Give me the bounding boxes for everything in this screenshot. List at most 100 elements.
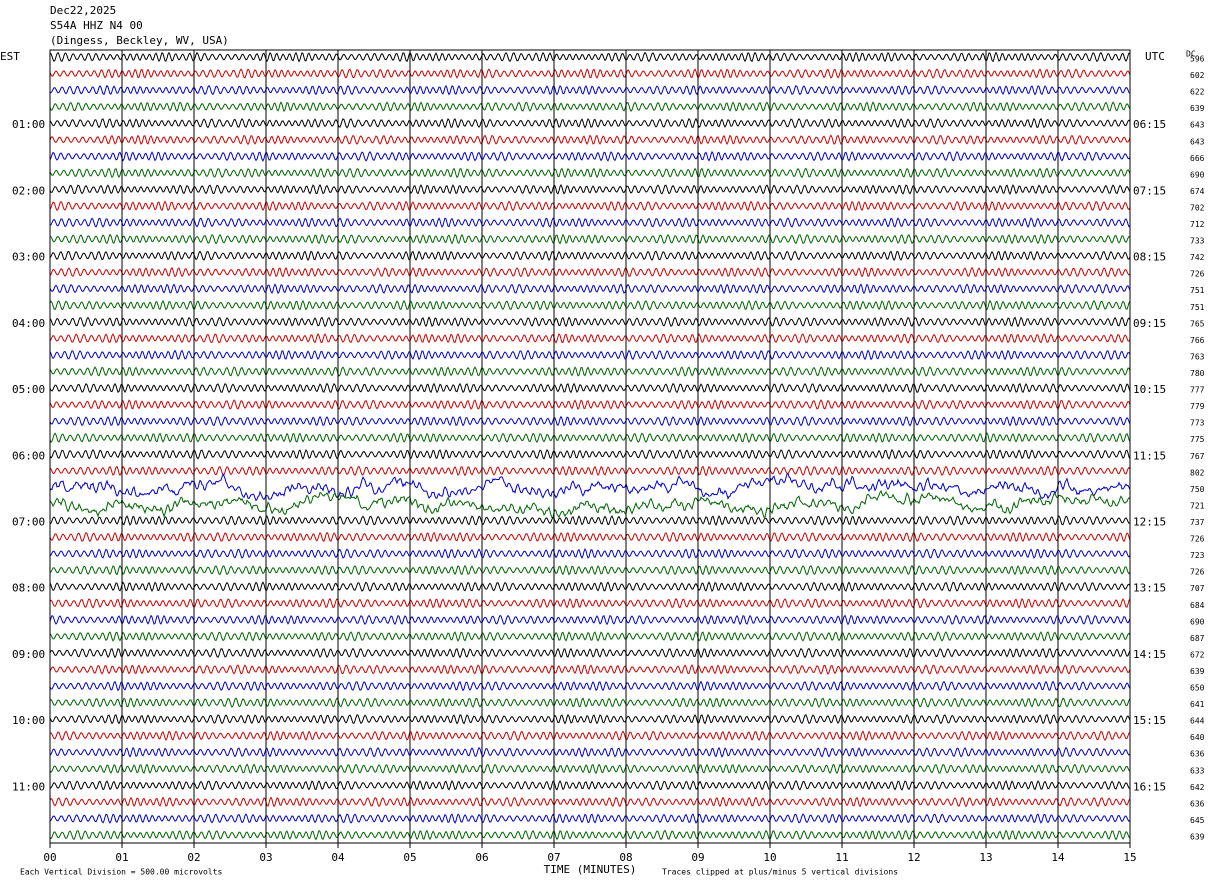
- dc-value: 751: [1190, 286, 1205, 295]
- dc-value: 687: [1190, 634, 1205, 643]
- trace: [49, 515, 1131, 527]
- dc-value: 636: [1190, 799, 1205, 808]
- dc-value: 742: [1190, 253, 1205, 262]
- dc-value: 779: [1190, 402, 1205, 411]
- trace: [49, 647, 1131, 659]
- dc-value: 773: [1190, 419, 1205, 428]
- x-tick-label: 14: [1051, 851, 1065, 864]
- utc-label: 14:15: [1133, 648, 1166, 661]
- trace: [49, 84, 1131, 96]
- est-label: 06:00: [12, 449, 45, 462]
- trace: [49, 150, 1131, 162]
- trace: [49, 829, 1131, 841]
- dc-value: 751: [1190, 303, 1205, 312]
- dc-value: 622: [1190, 88, 1205, 97]
- utc-label: 15:15: [1133, 714, 1166, 727]
- trace: [49, 68, 1131, 79]
- dc-value: 684: [1190, 601, 1205, 610]
- dc-value: 602: [1190, 71, 1205, 80]
- x-tick-label: 03: [259, 851, 272, 864]
- x-tick-label: 08: [619, 851, 632, 864]
- trace: [49, 299, 1131, 311]
- scale-note: Each Vertical Division = 500.00 microvol…: [20, 868, 222, 877]
- trace: [49, 548, 1131, 559]
- dc-value: 780: [1190, 369, 1205, 378]
- x-tick-label: 06: [475, 851, 488, 864]
- dc-value: 767: [1190, 452, 1205, 461]
- dc-value: 712: [1190, 220, 1205, 229]
- utc-label: 08:15: [1133, 251, 1166, 264]
- dc-value: 726: [1190, 270, 1205, 279]
- dc-value: 690: [1190, 617, 1205, 626]
- trace: [49, 631, 1131, 642]
- station: S54A HHZ N4 00: [50, 19, 143, 32]
- trace: [49, 746, 1131, 758]
- trace: [49, 697, 1131, 708]
- est-label: 08:00: [12, 582, 45, 595]
- dc-value: 639: [1190, 833, 1205, 842]
- trace: [49, 432, 1131, 444]
- est-label: 05:00: [12, 383, 45, 396]
- x-tick-label: 15: [1123, 851, 1136, 864]
- dc-value: 702: [1190, 203, 1205, 212]
- utc-label: 10:15: [1133, 383, 1166, 396]
- trace: [49, 713, 1131, 725]
- dc-value: 596: [1190, 55, 1205, 64]
- dc-value: 726: [1190, 535, 1205, 544]
- trace: [49, 489, 1131, 519]
- dc-value: 672: [1190, 650, 1205, 659]
- dc-value: 726: [1190, 568, 1205, 577]
- clip-note: Traces clipped at plus/minus 5 vertical …: [662, 868, 898, 877]
- dc-value: 737: [1190, 518, 1205, 527]
- dc-value: 721: [1190, 501, 1205, 510]
- x-tick-label: 13: [979, 851, 992, 864]
- est-label: 01:00: [12, 118, 45, 131]
- x-axis-title: TIME (MINUTES): [544, 863, 637, 876]
- dc-value: 674: [1190, 187, 1205, 196]
- trace: [49, 448, 1131, 460]
- trace: [49, 167, 1131, 179]
- utc-label: 11:15: [1133, 449, 1166, 462]
- trace: [49, 564, 1131, 576]
- x-tick-label: 04: [331, 851, 345, 864]
- x-tick-label: 02: [187, 851, 200, 864]
- x-tick-label: 05: [403, 851, 416, 864]
- dc-value: 766: [1190, 336, 1205, 345]
- trace: [49, 183, 1131, 196]
- dc-value: 723: [1190, 551, 1205, 560]
- trace: [49, 415, 1131, 427]
- dc-value: 650: [1190, 684, 1205, 693]
- trace: [49, 813, 1131, 824]
- trace: [49, 266, 1131, 278]
- trace: [49, 531, 1131, 543]
- trace: [49, 134, 1131, 146]
- dc-value: 642: [1190, 783, 1205, 792]
- trace: [49, 763, 1131, 775]
- trace: [49, 117, 1131, 129]
- est-label: 02:00: [12, 184, 45, 197]
- location: (Dingess, Beckley, WV, USA): [50, 34, 229, 47]
- date: Dec22,2025: [50, 4, 116, 17]
- x-tick-label: 00: [43, 851, 56, 864]
- trace: [49, 597, 1131, 609]
- trace: [49, 332, 1131, 344]
- x-tick-label: 11: [835, 851, 848, 864]
- plot-frame: [49, 49, 1131, 844]
- est-label: 04:00: [12, 317, 45, 330]
- x-tick-label: 09: [691, 851, 704, 864]
- trace: [49, 200, 1131, 212]
- est-label: 09:00: [12, 648, 45, 661]
- trace: [49, 796, 1131, 808]
- trace: [49, 316, 1131, 328]
- dc-value: 733: [1190, 237, 1205, 246]
- trace: [49, 581, 1131, 592]
- dc-value: 690: [1190, 170, 1205, 179]
- dc-value: 777: [1190, 386, 1205, 395]
- trace: [49, 51, 1131, 63]
- x-tick-label: 10: [763, 851, 776, 864]
- utc-label: 09:15: [1133, 317, 1166, 330]
- x-tick-label: 07: [547, 851, 560, 864]
- dc-title: DC: [1186, 50, 1196, 59]
- dc-value: 639: [1190, 667, 1205, 676]
